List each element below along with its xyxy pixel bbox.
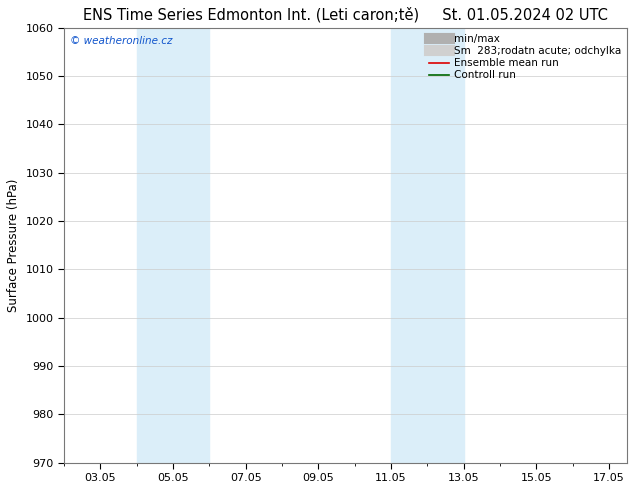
Y-axis label: Surface Pressure (hPa): Surface Pressure (hPa) xyxy=(7,178,20,312)
Bar xyxy=(137,28,209,463)
Text: © weatheronline.cz: © weatheronline.cz xyxy=(70,36,172,47)
Bar xyxy=(391,28,463,463)
Legend: min/max, Sm  283;rodatn acute; odchylka, Ensemble mean run, Controll run: min/max, Sm 283;rodatn acute; odchylka, … xyxy=(424,30,625,84)
Title: ENS Time Series Edmonton Int. (Leti caron;tě)     St. 01.05.2024 02 UTC: ENS Time Series Edmonton Int. (Leti caro… xyxy=(83,7,608,23)
